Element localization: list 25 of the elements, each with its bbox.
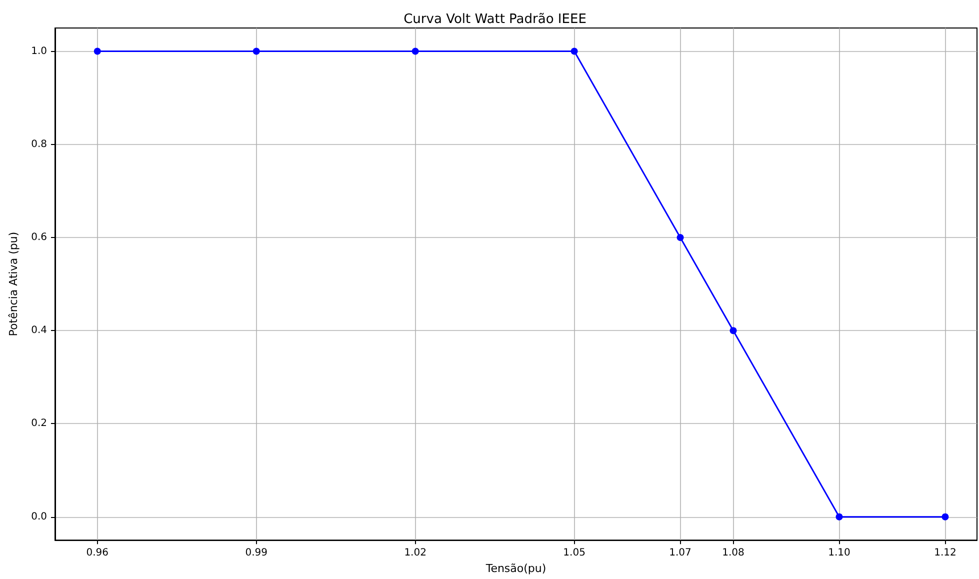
x-tick-label: 1.02 <box>404 548 426 559</box>
point <box>412 48 419 55</box>
x-tick-label: 1.08 <box>722 548 744 559</box>
point <box>836 513 843 520</box>
point <box>942 513 949 520</box>
y-tick-label: 0.8 <box>31 138 47 150</box>
point <box>252 48 260 55</box>
y-tick-label: 0.0 <box>31 511 47 522</box>
x-tick-label: 1.05 <box>563 548 586 559</box>
y-axis-title: Potência Ativa (pu) <box>7 232 20 336</box>
chart-title: Curva Volt Watt Padrão IEEE <box>404 12 586 27</box>
x-tick-label: 1.10 <box>828 548 850 559</box>
point <box>570 48 578 55</box>
x-tick-label: 1.07 <box>669 548 692 559</box>
y-tick-label: 0.2 <box>31 418 47 430</box>
y-tick-label: 0.4 <box>31 325 47 336</box>
x-axis-title: Tensão(pu) <box>484 562 546 575</box>
x-tick-label: 0.99 <box>245 548 268 559</box>
point <box>730 327 737 334</box>
y-tick-label: 0.6 <box>31 232 47 243</box>
y-tick-label: 1.0 <box>31 46 47 57</box>
point <box>676 234 684 241</box>
x-tick-label: 1.12 <box>934 548 956 559</box>
x-tick-label: 0.96 <box>86 548 109 559</box>
point <box>94 48 101 55</box>
